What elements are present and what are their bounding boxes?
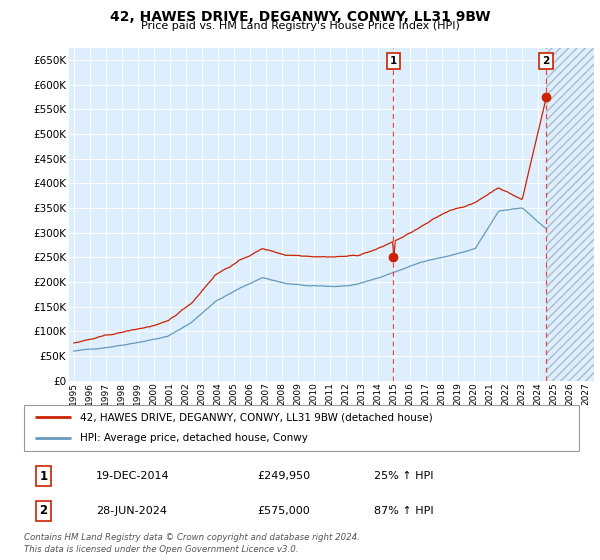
Text: HPI: Average price, detached house, Conwy: HPI: Average price, detached house, Conw… bbox=[79, 433, 307, 444]
Text: Price paid vs. HM Land Registry's House Price Index (HPI): Price paid vs. HM Land Registry's House … bbox=[140, 21, 460, 31]
Text: 1: 1 bbox=[40, 469, 47, 483]
Text: 2: 2 bbox=[542, 56, 550, 66]
Text: 25% ↑ HPI: 25% ↑ HPI bbox=[374, 471, 433, 481]
Text: 19-DEC-2014: 19-DEC-2014 bbox=[96, 471, 170, 481]
Text: 42, HAWES DRIVE, DEGANWY, CONWY, LL31 9BW (detached house): 42, HAWES DRIVE, DEGANWY, CONWY, LL31 9B… bbox=[79, 412, 432, 422]
Text: £249,950: £249,950 bbox=[257, 471, 310, 481]
Text: 42, HAWES DRIVE, DEGANWY, CONWY, LL31 9BW: 42, HAWES DRIVE, DEGANWY, CONWY, LL31 9B… bbox=[110, 10, 490, 24]
Text: £575,000: £575,000 bbox=[257, 506, 310, 516]
Text: 2: 2 bbox=[40, 505, 47, 517]
Bar bbox=[546, 48, 594, 381]
Text: 1: 1 bbox=[390, 56, 397, 66]
Text: 87% ↑ HPI: 87% ↑ HPI bbox=[374, 506, 433, 516]
Text: Contains HM Land Registry data © Crown copyright and database right 2024.
This d: Contains HM Land Registry data © Crown c… bbox=[24, 533, 360, 554]
FancyBboxPatch shape bbox=[24, 405, 579, 451]
Text: 28-JUN-2024: 28-JUN-2024 bbox=[96, 506, 167, 516]
